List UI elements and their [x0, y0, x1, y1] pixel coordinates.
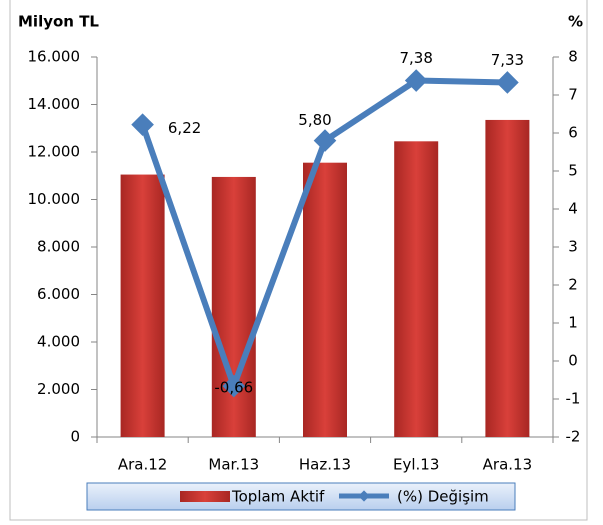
- y2-tick-label: 1: [568, 314, 578, 332]
- y-tick-label: 10.000: [28, 190, 81, 208]
- data-label: 6,22: [168, 119, 201, 137]
- y-tick-label: 12.000: [28, 143, 81, 161]
- y2-tick-label: 5: [568, 162, 578, 180]
- data-label: -0,66: [214, 379, 253, 397]
- y2-tick-label: 6: [568, 124, 578, 142]
- y2-tick-label: 3: [568, 238, 578, 256]
- x-tick-label: Mar.13: [208, 456, 259, 474]
- bar: [120, 174, 165, 437]
- x-tick-label: Ara.13: [483, 456, 532, 474]
- data-label: 7,33: [491, 51, 524, 69]
- x-tick-label: Haz.13: [299, 456, 351, 474]
- y-axis-title: Milyon TL: [18, 13, 99, 31]
- y2-tick-label: 7: [568, 86, 578, 104]
- x-tick-label: Ara.12: [118, 456, 167, 474]
- bar: [485, 119, 530, 437]
- bar: [303, 162, 347, 437]
- marker: [496, 71, 519, 94]
- y2-tick-label: -1: [566, 390, 581, 408]
- y-tick-label: 6.000: [37, 285, 80, 303]
- y-tick-label: 8.000: [37, 238, 80, 256]
- y2-tick-label: 4: [568, 200, 578, 218]
- y2-tick-label: 0: [568, 352, 578, 370]
- bar: [394, 141, 439, 437]
- y-tick-label: 0: [70, 428, 80, 446]
- legend-swatch: [180, 491, 230, 502]
- legend-marker: [358, 490, 370, 502]
- y2-tick-label: 2: [568, 276, 578, 294]
- legend-label: (%) Değişim: [397, 488, 489, 506]
- data-label: 7,38: [399, 49, 432, 67]
- marker: [404, 69, 428, 92]
- y2-tick-label: -2: [566, 428, 581, 446]
- data-label: 5,80: [298, 111, 331, 129]
- y-tick-label: 16.000: [28, 48, 81, 66]
- bar: [211, 176, 256, 437]
- y-tick-label: 4.000: [37, 333, 80, 351]
- y2-axis-title: %: [568, 13, 583, 31]
- y-tick-label: 2.000: [37, 380, 80, 398]
- x-tick-label: Eyl.13: [393, 456, 439, 474]
- legend-label: Toplam Aktif: [231, 488, 325, 506]
- legend-box: [86, 482, 516, 511]
- y-tick-label: 14.000: [28, 95, 81, 113]
- y2-tick-label: 8: [568, 48, 578, 66]
